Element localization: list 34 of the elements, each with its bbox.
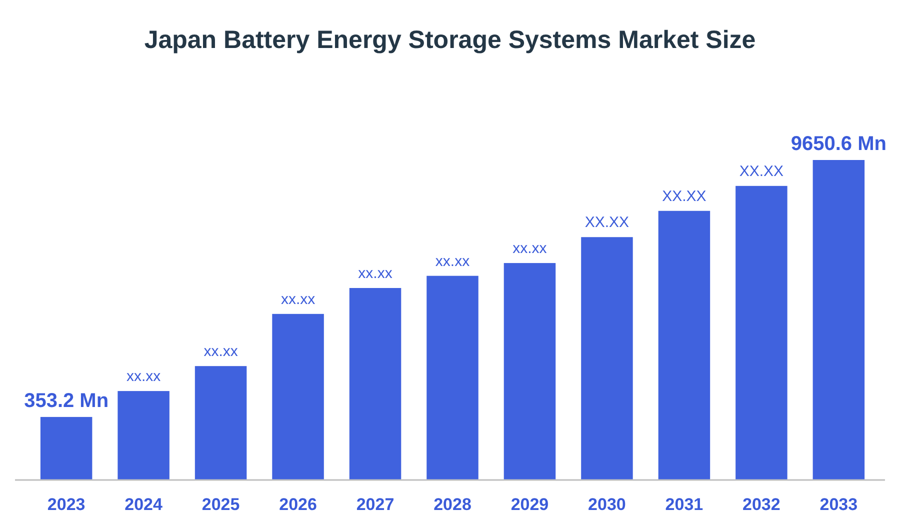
x-tick-label: 2027 [356,495,394,514]
x-tick-label: 2031 [665,495,704,514]
bar [736,186,788,480]
x-tick-label: 2026 [279,495,317,514]
annotation: XX.XX [739,162,784,180]
annotation: XX.XX [584,214,630,232]
bar [40,416,92,480]
annotation: 353.2 Mn [24,390,109,412]
bar [194,366,247,480]
annotation: xx.xx [358,265,393,282]
x-tick-label: 2023 [47,495,86,514]
x-tick-label: 2030 [588,495,626,514]
x-tick-label: 2032 [742,495,780,514]
bar [658,210,710,480]
bar [118,391,170,480]
bar [272,314,324,480]
x-tick-label: 2028 [434,495,472,514]
bar [349,288,402,480]
annotation: xx.xx [280,290,316,308]
annotation: xx.xx [204,343,238,360]
x-tick-label: 2024 [124,495,164,514]
bar [581,237,633,480]
annotation: xx.xx [512,240,548,258]
chart-title: Japan Battery Energy Storage Systems Market Size [144,26,756,54]
x-tick-label: 2029 [510,495,549,514]
annotation: XX.XX [662,188,706,205]
annotation: xx.xx [435,252,470,270]
x-tick-label: 2025 [202,495,240,514]
bar [426,276,478,480]
x-tick-label: 2033 [820,495,858,514]
annotation: xx.xx [126,368,162,386]
bar [504,263,556,480]
text: 9650.6 Mn [790,133,886,155]
bar [812,160,865,480]
